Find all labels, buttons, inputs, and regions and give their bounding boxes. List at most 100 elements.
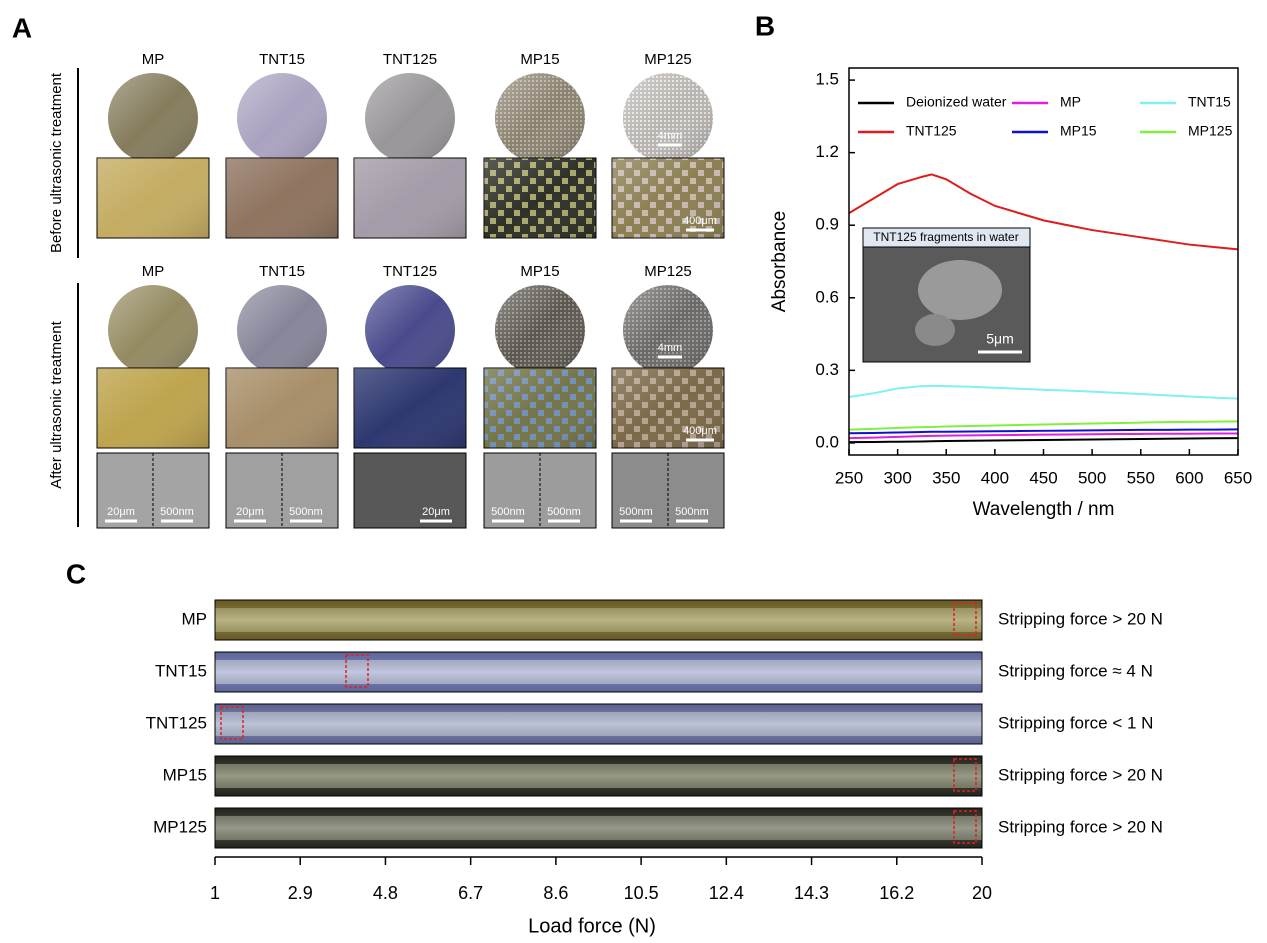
scale-label: 400μm xyxy=(683,215,717,227)
strip-border xyxy=(214,755,983,797)
strip-border xyxy=(214,703,983,745)
scale-label: 500nm xyxy=(160,506,194,518)
strip-annotation: Stripping force < 1 N xyxy=(998,713,1153,732)
x-tick-label: 550 xyxy=(1127,468,1155,487)
x-tick-label: 450 xyxy=(1029,468,1057,487)
micrograph-sheen xyxy=(354,158,466,238)
y-tick-label: 0.9 xyxy=(815,215,839,234)
scale-label: 20μm xyxy=(236,506,264,518)
x-tick-label: 600 xyxy=(1175,468,1203,487)
strip-shade xyxy=(215,652,982,692)
photo-sheen xyxy=(365,73,455,163)
panel-letter: C xyxy=(66,558,86,589)
strip-label: MP125 xyxy=(153,817,207,836)
scale-label: 500nm xyxy=(619,506,653,518)
inset-title: TNT125 fragments in water xyxy=(873,230,1018,244)
inset-header xyxy=(862,227,1031,248)
scale-label: 4mm xyxy=(658,130,682,142)
scale-label: 20μm xyxy=(422,506,450,518)
row-label: After ultrasonic treatment xyxy=(48,320,65,488)
micrograph-sheen xyxy=(354,368,466,448)
strip-border xyxy=(214,599,983,641)
x-tick-label: 400 xyxy=(981,468,1009,487)
strip-shade xyxy=(215,704,982,744)
stripping-marker xyxy=(953,758,977,792)
panel-letter: A xyxy=(12,12,32,43)
x-tick-label: 350 xyxy=(932,468,960,487)
micrograph-sheen xyxy=(612,158,724,238)
y-tick-label: 1.5 xyxy=(815,70,839,89)
series-line xyxy=(848,420,1239,431)
strip-label: TNT125 xyxy=(146,713,207,732)
x-tick-label: 14.3 xyxy=(794,883,829,903)
strip-shade xyxy=(215,808,982,848)
x-tick-label: 20 xyxy=(972,883,992,903)
legend-label: MP125 xyxy=(1188,123,1233,139)
legend-label: TNT15 xyxy=(1188,94,1231,110)
legend-label: MP15 xyxy=(1060,123,1097,139)
legend-label: TNT125 xyxy=(906,123,957,139)
strip-label: TNT15 xyxy=(155,661,207,680)
photo-sheen xyxy=(495,285,585,375)
fragment xyxy=(915,314,955,346)
scale-label: 500nm xyxy=(675,506,709,518)
photo-sheen xyxy=(623,285,713,375)
strip-annotation: Stripping force > 20 N xyxy=(998,765,1163,784)
photo-sheen xyxy=(108,73,198,163)
x-tick-label: 6.7 xyxy=(458,883,483,903)
x-tick-label: 250 xyxy=(835,468,863,487)
stripping-marker xyxy=(220,706,244,740)
plot-frame xyxy=(848,67,1239,456)
strip-shade xyxy=(215,600,982,640)
micrograph-sheen xyxy=(226,368,338,448)
sample-label: MP15 xyxy=(520,263,559,280)
strip-shade xyxy=(215,756,982,796)
sample-label: TNT125 xyxy=(383,51,437,68)
x-tick-label: 500 xyxy=(1078,468,1106,487)
sem-image xyxy=(353,452,467,529)
series-line xyxy=(848,173,1239,251)
legend-label: Deionized water xyxy=(906,94,1007,110)
series-line xyxy=(848,437,1239,444)
strip-border xyxy=(214,807,983,849)
x-tick-label: 12.4 xyxy=(709,883,744,903)
sample-label: TNT15 xyxy=(259,51,305,68)
x-tick-label: 8.6 xyxy=(543,883,568,903)
photo-sheen xyxy=(365,285,455,375)
sample-label: TNT125 xyxy=(383,263,437,280)
series-line xyxy=(848,432,1238,440)
micrograph-sheen xyxy=(612,368,724,448)
y-tick-label: 0.3 xyxy=(815,360,839,379)
strip-annotation: Stripping force > 20 N xyxy=(998,609,1163,628)
strip-label: MP xyxy=(182,609,208,628)
scale-label: 500nm xyxy=(289,506,323,518)
micrograph-sheen xyxy=(97,368,209,448)
stripping-marker xyxy=(345,654,369,688)
legend-label: MP xyxy=(1060,94,1081,110)
photo-sheen xyxy=(108,285,198,375)
scale-label: 400μm xyxy=(683,425,717,437)
sample-label: MP125 xyxy=(644,263,692,280)
fragment xyxy=(918,260,1002,320)
photo-sheen xyxy=(237,285,327,375)
x-axis-label: Load force (N) xyxy=(528,915,656,937)
scale-label: 20μm xyxy=(107,506,135,518)
x-tick-label: 300 xyxy=(883,468,911,487)
x-tick-label: 4.8 xyxy=(373,883,398,903)
scale-label: 500nm xyxy=(547,506,581,518)
x-tick-label: 650 xyxy=(1224,468,1252,487)
strip-annotation: Stripping force ≈ 4 N xyxy=(998,661,1153,680)
sample-label: MP xyxy=(142,51,165,68)
scale-label: 500nm xyxy=(491,506,525,518)
series-line xyxy=(848,428,1239,435)
strip-border xyxy=(214,651,983,693)
series-line xyxy=(848,384,1239,400)
x-tick-label: 1 xyxy=(210,883,220,903)
micrograph-sheen xyxy=(97,158,209,238)
micrograph-sheen xyxy=(484,158,596,238)
photo-sheen xyxy=(623,73,713,163)
sample-label: MP15 xyxy=(520,51,559,68)
y-tick-label: 1.2 xyxy=(815,142,839,161)
y-axis-label: Absorbance xyxy=(769,211,790,312)
